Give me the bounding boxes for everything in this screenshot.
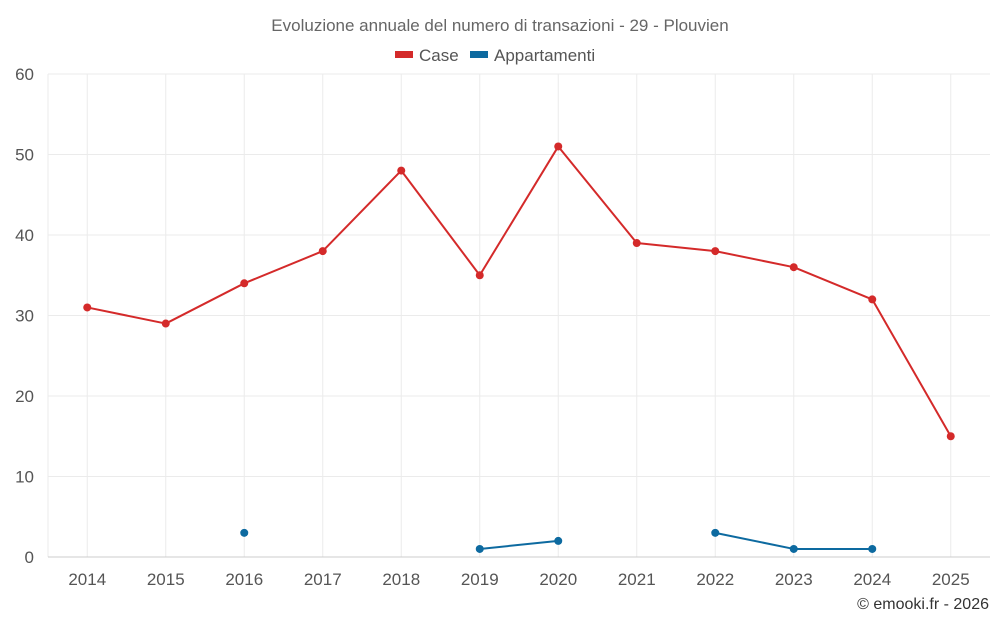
x-axis: 2014 2015 2016 2017 2018 2019 2020 2021 2022 2023…: [48, 556, 990, 589]
legend-label-case[interactable]: Case: [419, 46, 459, 65]
data-point-case[interactable]: [868, 295, 877, 304]
y-tick-label: 50: [15, 146, 34, 165]
series-appartamenti: [240, 528, 877, 553]
data-point-case[interactable]: [711, 247, 720, 256]
x-tick-label: 2019: [461, 570, 499, 589]
x-tick-label: 2016: [225, 570, 263, 589]
y-tick-label: 20: [15, 387, 34, 406]
x-tick-label: 2021: [618, 570, 656, 589]
series-line-case: [87, 145, 952, 437]
data-point-case[interactable]: [789, 263, 798, 272]
data-point-appartamenti[interactable]: [711, 528, 720, 537]
data-point-appartamenti[interactable]: [240, 528, 249, 537]
data-point-appartamenti[interactable]: [554, 536, 563, 545]
x-tick-label: 2022: [696, 570, 734, 589]
legend: Case Appartamenti: [395, 46, 595, 65]
chart-title: Evoluzione annuale del numero di transaz…: [271, 16, 728, 35]
y-axis: 0 10 20 30 40 50 60: [15, 65, 34, 567]
grid: [47, 73, 990, 557]
y-tick-label: 0: [25, 548, 34, 567]
data-point-appartamenti[interactable]: [868, 544, 877, 553]
y-tick-label: 40: [15, 226, 34, 245]
legend-label-appartamenti[interactable]: Appartamenti: [494, 46, 595, 65]
data-point-case[interactable]: [475, 271, 484, 280]
data-point-case[interactable]: [554, 142, 563, 151]
x-tick-label: 2015: [147, 570, 185, 589]
y-tick-label: 60: [15, 65, 34, 84]
data-point-case[interactable]: [318, 247, 327, 256]
legend-swatch-appartamenti: [470, 51, 488, 58]
y-tick-label: 30: [15, 307, 34, 326]
x-tick-label: 2025: [932, 570, 970, 589]
legend-swatch-case: [395, 51, 413, 58]
x-tick-label: 2018: [382, 570, 420, 589]
data-point-case[interactable]: [397, 166, 406, 175]
x-tick-label: 2014: [68, 570, 106, 589]
y-tick-label: 10: [15, 468, 34, 487]
data-point-case[interactable]: [161, 319, 170, 328]
series-layer: [83, 142, 955, 553]
credit-text: © emooki.fr - 2026: [857, 596, 989, 613]
data-point-appartamenti[interactable]: [789, 544, 798, 553]
series-line-appartamenti: [479, 539, 559, 550]
x-tick-label: 2017: [304, 570, 342, 589]
x-tick-label: 2024: [853, 570, 891, 589]
x-tick-label: 2020: [539, 570, 577, 589]
series-case: [83, 142, 955, 441]
x-tick-label: 2023: [775, 570, 813, 589]
data-point-case[interactable]: [240, 279, 249, 288]
data-point-appartamenti[interactable]: [475, 544, 484, 553]
data-point-case[interactable]: [632, 239, 641, 248]
data-point-case[interactable]: [946, 432, 955, 441]
data-point-case[interactable]: [83, 303, 92, 312]
